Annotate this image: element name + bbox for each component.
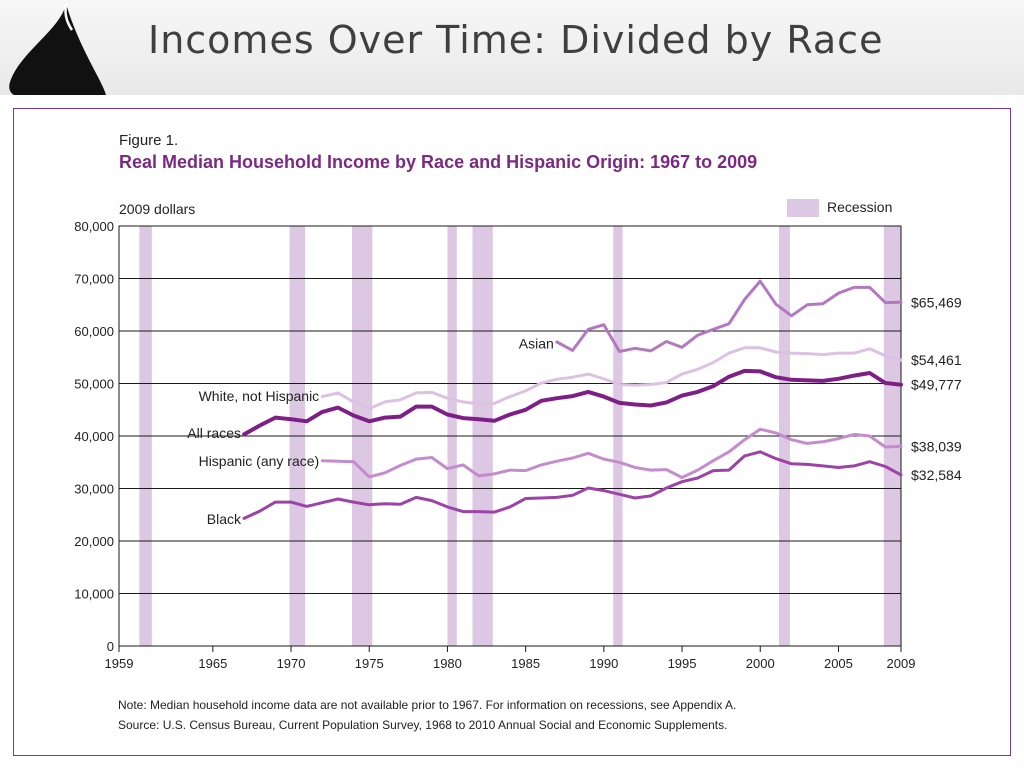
- x-tick-label: 1965: [198, 656, 227, 671]
- figure-title: Real Median Household Income by Race and…: [119, 152, 758, 172]
- y-tick-label: 0: [107, 639, 114, 654]
- series-label-all-races: All races: [187, 425, 241, 441]
- series-line-all-races: [242, 368, 903, 437]
- y-tick-label: 40,000: [74, 429, 114, 444]
- x-tick-label: 1980: [433, 656, 462, 671]
- series-line-white-not-hispanic: [320, 346, 903, 411]
- figure-panel: 0 10,000 20,000 30,000 40,000 50,000 60,000 70,…: [13, 108, 1011, 756]
- recession-legend-swatch: [787, 199, 819, 217]
- y-tick-label: 10,000: [74, 587, 114, 602]
- x-tick-label: 2005: [824, 656, 853, 671]
- series-label-hispanic-any-race: Hispanic (any race): [199, 453, 320, 469]
- recession-legend-label: Recession: [827, 199, 893, 215]
- x-tick-label: 2009: [887, 656, 916, 671]
- series-label-white-not-hispanic: White, not Hispanic: [199, 388, 320, 404]
- income-line-chart: 0 10,000 20,000 30,000 40,000 50,000 60,000 70,…: [74, 219, 962, 671]
- series-end-label: $49,777: [911, 377, 962, 393]
- x-tick-label: 1990: [589, 656, 618, 671]
- x-tick-label: 2000: [746, 656, 775, 671]
- y-tick-label: 20,000: [74, 534, 114, 549]
- figure-note: Note: Median household income data are n…: [118, 698, 737, 712]
- series-line-asian: [555, 279, 903, 353]
- series-end-label: $65,469: [911, 294, 962, 310]
- y-tick-label: 30,000: [74, 482, 114, 497]
- y-tick-label: 70,000: [74, 272, 114, 287]
- figure-source: Source: U.S. Census Bureau, Current Popu…: [118, 718, 728, 732]
- y-tick-label: 60,000: [74, 324, 114, 339]
- y-tick-label: 80,000: [74, 219, 114, 234]
- series-end-label: $38,039: [911, 438, 962, 454]
- slide-title: Incomes Over Time: Divided by Race: [148, 18, 884, 62]
- series-line-black: [242, 450, 903, 520]
- series-label-black: Black: [207, 511, 242, 527]
- x-tick-label: 1995: [668, 656, 697, 671]
- figure-notes: Note: Median household income data are n…: [118, 695, 736, 735]
- series-end-label: $32,584: [911, 467, 962, 483]
- x-tick-label: 1985: [511, 656, 540, 671]
- drop-logo-icon: [9, 3, 106, 95]
- series-end-label: $54,461: [911, 352, 962, 368]
- x-tick-label: 1959: [105, 656, 134, 671]
- series-label-asian: Asian: [519, 336, 554, 352]
- y-tick-label: 50,000: [74, 377, 114, 392]
- plot-frame: [118, 225, 902, 647]
- x-tick-label: 1970: [277, 656, 306, 671]
- y-axis-unit-label: 2009 dollars: [119, 201, 196, 217]
- x-tick-label: 1975: [355, 656, 384, 671]
- slide-header: Incomes Over Time: Divided by Race: [0, 0, 1024, 95]
- figure-label: Figure 1.: [119, 132, 179, 149]
- series-line-hispanic-any-race: [320, 427, 903, 479]
